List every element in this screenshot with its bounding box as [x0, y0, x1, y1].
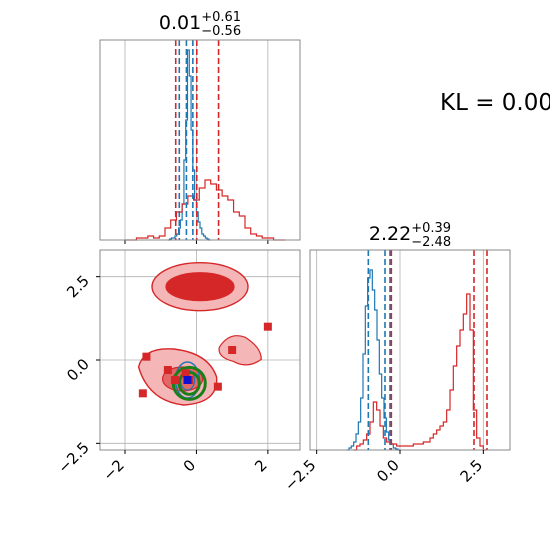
- x-tick-label: 2: [251, 456, 270, 475]
- contour-outer: [218, 335, 262, 366]
- marginal-panel-1: 0.01+0.61 −0.56: [99, 10, 301, 244]
- histogram-red: [353, 293, 487, 451]
- data-point-red: [181, 369, 190, 378]
- data-point-red: [163, 366, 172, 374]
- x-tick-label: −2.5: [281, 456, 319, 494]
- marginal-panel-2: 2.22+0.39 −2.48 −2.5 0.0 2.5: [281, 221, 511, 495]
- data-point-red: [138, 389, 147, 398]
- x-tick-label: −2: [99, 456, 127, 484]
- data-point-red: [196, 279, 204, 288]
- y-tick-label: −2.5: [54, 438, 92, 476]
- x-tick-label: 0: [180, 456, 199, 475]
- panel-frame: [309, 249, 511, 451]
- panel-frame: [99, 249, 301, 451]
- title-param-2: 2.22+0.39 −2.48: [369, 221, 451, 250]
- title-param-1: 0.01+0.61 −0.56: [159, 10, 241, 39]
- data-point-red: [228, 346, 237, 354]
- x-tick-label: 2.5: [457, 456, 487, 486]
- panel-frame: [99, 39, 301, 241]
- kl-label: KL = 0.00: [440, 90, 550, 116]
- data-point-red: [213, 382, 222, 391]
- y-tick-label: 0.0: [63, 355, 93, 385]
- data-point-blue: [183, 376, 192, 384]
- data-point-red: [263, 322, 272, 331]
- joint-panel: −2 0 2 −2.5 0.0 2.5: [54, 249, 301, 484]
- histogram-blue: [346, 269, 401, 451]
- x-tick-label: 0.0: [373, 456, 403, 486]
- data-point-red: [142, 352, 151, 361]
- histogram-red: [125, 179, 285, 241]
- data-point-red: [171, 376, 179, 384]
- histogram-blue: [167, 49, 211, 241]
- y-tick-label: 2.5: [63, 272, 93, 302]
